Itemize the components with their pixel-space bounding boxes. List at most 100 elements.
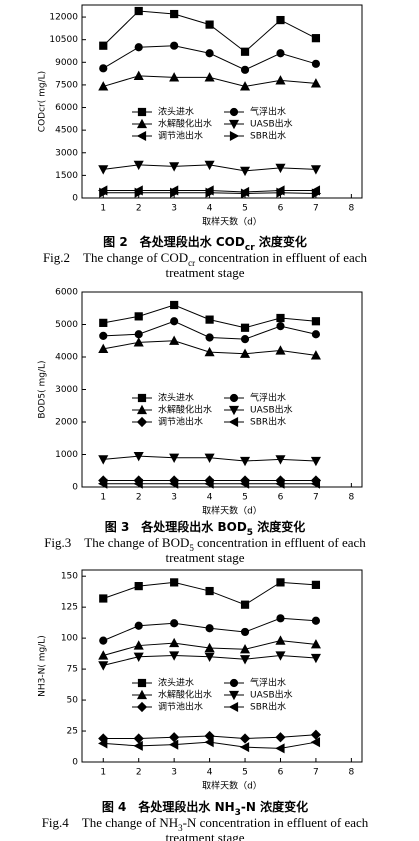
legend-marker <box>229 107 239 117</box>
marker <box>170 187 180 198</box>
x-tick-label: 5 <box>242 493 248 503</box>
plot-frame <box>81 4 363 199</box>
marker <box>240 655 251 665</box>
marker <box>239 742 250 753</box>
marker <box>275 651 286 661</box>
y-tick-label: 150 <box>61 572 78 582</box>
marker <box>133 452 144 462</box>
legend-label: 调节池出水 <box>158 130 203 142</box>
y-tick-label: 25 <box>67 727 78 737</box>
legend-marker <box>136 416 148 428</box>
marker <box>169 453 180 464</box>
marker <box>98 455 109 465</box>
marker <box>98 738 108 749</box>
marker <box>99 41 108 50</box>
y-tick-label: 0 <box>72 758 78 768</box>
marker <box>98 165 109 175</box>
caption-part: treatment stage <box>165 830 244 841</box>
marker <box>310 456 321 467</box>
marker <box>169 162 180 172</box>
y-tick-label: 100 <box>61 634 78 644</box>
marker <box>133 733 144 744</box>
caption-part: 浓度变化 <box>253 519 305 534</box>
marker <box>310 478 321 489</box>
legend-marker <box>136 404 148 415</box>
marker <box>205 20 214 29</box>
caption-part: concentration in effluent of each <box>194 535 366 550</box>
legend-marker <box>228 119 240 130</box>
marker <box>311 580 321 589</box>
caption-en: treatment stage <box>165 265 244 280</box>
legend-label: SBR出水 <box>250 416 286 428</box>
marker <box>99 331 108 340</box>
x-tick-label: 3 <box>171 768 177 778</box>
marker <box>310 653 321 664</box>
legend-label: 气浮出水 <box>250 392 286 404</box>
legend-marker <box>137 393 147 403</box>
y-tick-label: 4000 <box>55 353 78 363</box>
marker <box>204 453 215 464</box>
x-axis-label: 取样天数（d） <box>202 505 262 517</box>
y-tick-label: 4500 <box>55 126 78 136</box>
legend-marker <box>229 393 239 403</box>
x-tick-label: 7 <box>313 493 319 503</box>
legend-marker <box>229 678 239 688</box>
y-tick-label: 12000 <box>49 13 78 23</box>
marker <box>275 732 286 743</box>
legend-label: 浓头进水 <box>158 106 194 118</box>
caption-part: 5 <box>189 543 194 553</box>
legend-marker <box>136 118 148 129</box>
caption-part: -N 浓度变化 <box>241 799 308 814</box>
marker <box>204 72 215 82</box>
y-tick-label: 9000 <box>55 58 78 68</box>
caption-cn: 图 2 各处理段出水 CODcr 浓度变化 <box>103 234 307 253</box>
marker <box>133 740 143 751</box>
marker <box>169 72 180 82</box>
x-tick-label: 6 <box>278 768 284 778</box>
legend-label: UASB出水 <box>250 404 293 416</box>
marker <box>276 322 285 331</box>
y-tick-label: 75 <box>67 665 78 675</box>
x-tick-label: 2 <box>136 204 142 214</box>
x-tick-label: 1 <box>100 204 106 214</box>
marker <box>98 650 109 660</box>
marker <box>240 335 250 344</box>
caption-cn: 图 3 各处理段出水 BOD5 浓度变化 <box>105 519 305 538</box>
marker <box>98 81 109 91</box>
legend-label: 调节池出水 <box>158 416 203 428</box>
x-axis-label: 取样天数（d） <box>202 216 262 228</box>
marker <box>134 312 143 321</box>
legend-label: 水解酸化出水 <box>158 689 212 701</box>
marker <box>310 350 321 360</box>
legend-label: SBR出水 <box>250 130 286 142</box>
marker <box>204 652 215 662</box>
y-axis-label: NH3-N( mg/L) <box>38 635 48 697</box>
marker <box>168 739 179 750</box>
marker <box>276 49 285 58</box>
x-tick-label: 3 <box>171 204 177 214</box>
legend-label: 气浮出水 <box>250 106 286 118</box>
marker <box>311 188 322 199</box>
legend-marker <box>136 130 147 142</box>
marker <box>170 300 179 310</box>
legend-marker <box>136 689 148 700</box>
marker <box>311 34 321 43</box>
marker <box>240 323 250 332</box>
y-tick-label: 1000 <box>55 450 78 460</box>
x-tick-label: 2 <box>136 768 142 778</box>
marker <box>204 737 214 748</box>
marker <box>311 616 321 625</box>
y-tick-label: 6000 <box>55 288 78 298</box>
marker <box>240 81 251 91</box>
caption-part: cr <box>245 243 255 253</box>
x-tick-label: 5 <box>242 204 248 214</box>
marker <box>99 594 108 603</box>
x-tick-label: 6 <box>278 493 284 503</box>
marker <box>170 619 179 628</box>
marker <box>276 578 285 587</box>
y-tick-label: 3000 <box>55 148 78 158</box>
caption-part: Fig.2 The change of COD <box>43 250 188 265</box>
marker <box>275 635 286 645</box>
